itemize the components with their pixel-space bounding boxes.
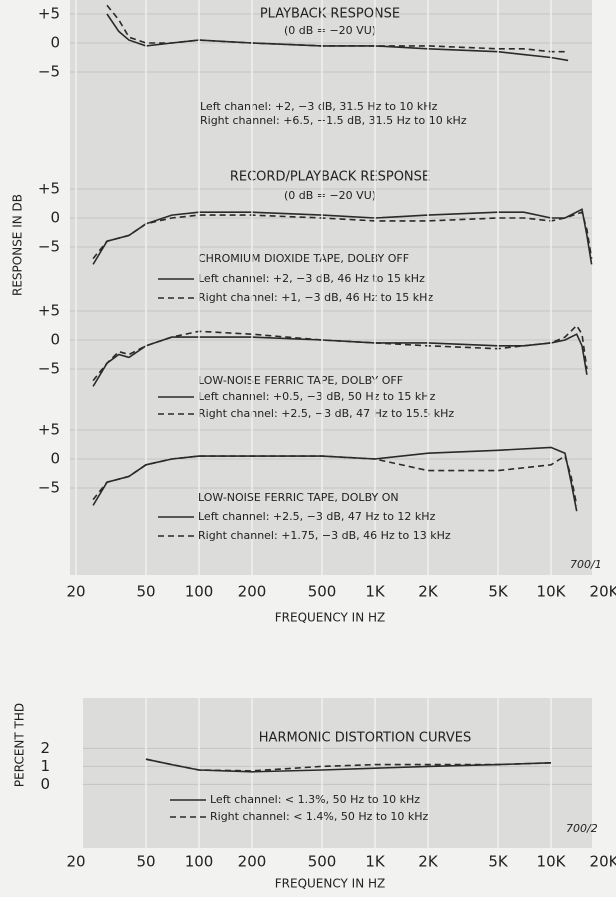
- x-tick-label: 20: [66, 853, 85, 871]
- x-tick-label: 500: [308, 583, 337, 601]
- panel-subtitle: (0 dB = −20 VU): [284, 24, 376, 37]
- annotation: 700/1: [570, 558, 602, 571]
- data-line: [106, 4, 569, 53]
- x-tick-label: 500: [308, 853, 337, 871]
- x-tick-label: 10K: [537, 583, 567, 601]
- x-tick-label: 200: [238, 583, 267, 601]
- legend-entry: Right channel: +1.75, −3 dB, 46 Hz to 13…: [198, 529, 451, 542]
- y-tick-label: −5: [38, 360, 60, 378]
- panel-title: RECORD/PLAYBACK RESPONSE: [230, 170, 430, 185]
- legend-title: LOW-NOISE FERRIC TAPE, DOLBY OFF: [198, 374, 403, 387]
- y-tick-label: 2: [40, 739, 50, 757]
- y-tick-label: 0: [50, 34, 60, 52]
- x-tick-label: 200: [238, 853, 267, 871]
- plot-background: [70, 0, 592, 575]
- y-axis-label: RESPONSE IN DB: [11, 194, 25, 296]
- x-axis-label: FREQUENCY IN HZ: [275, 611, 386, 625]
- legend-entry: Right channel: +6.5, −1.5 dB, 31.5 Hz to…: [200, 114, 467, 127]
- x-tick-label: 2K: [418, 853, 439, 871]
- y-tick-label: 1: [40, 757, 50, 775]
- y-tick-label: 0: [50, 209, 60, 227]
- x-tick-label: 1K: [365, 853, 386, 871]
- legend-title: CHROMIUM DIOXIDE TAPE, DOLBY OFF: [198, 252, 409, 265]
- y-tick-label: +5: [38, 302, 60, 320]
- y-tick-label: −5: [38, 63, 60, 81]
- panel-title: HARMONIC DISTORTION CURVES: [259, 731, 471, 746]
- x-tick-label: 100: [185, 583, 214, 601]
- y-tick-label: 0: [50, 450, 60, 468]
- x-tick-label: 2K: [418, 583, 439, 601]
- y-tick-label: +5: [38, 5, 60, 23]
- panel-title: PLAYBACK RESPONSE: [260, 7, 400, 22]
- y-tick-label: +5: [38, 180, 60, 198]
- annotation: 700/2: [566, 822, 598, 835]
- data-line: [106, 13, 569, 62]
- y-tick-label: 0: [50, 331, 60, 349]
- legend-entry: Right channel: +2.5, −3 dB, 47 Hz to 15.…: [198, 407, 454, 420]
- x-tick-label: 5K: [488, 583, 509, 601]
- x-tick-label: 50: [136, 853, 155, 871]
- x-tick-label: 5K: [488, 853, 509, 871]
- legend-title: LOW-NOISE FERRIC TAPE, DOLBY ON: [198, 491, 399, 504]
- x-tick-label: 10K: [537, 853, 567, 871]
- legend-entry: Left channel: +2, −3 dB, 31.5 Hz to 10 k…: [200, 100, 438, 113]
- y-tick-label: +5: [38, 421, 60, 439]
- panel-subtitle: (0 dB = −20 VU): [284, 189, 376, 202]
- x-tick-label: 20: [66, 583, 85, 601]
- legend-entry: Right channel: +1, −3 dB, 46 Hz to 15 kH…: [198, 291, 433, 304]
- y-axis-label: PERCENT THD: [13, 703, 27, 787]
- x-tick-label: 1K: [365, 583, 386, 601]
- x-axis-label: FREQUENCY IN HZ: [275, 877, 386, 891]
- data-line: [92, 454, 578, 506]
- x-tick-label: 100: [185, 853, 214, 871]
- plot-background: [83, 698, 592, 848]
- legend-entry: Left channel: +0.5, −3 dB, 50 Hz to 15 k…: [198, 390, 436, 403]
- y-tick-label: −5: [38, 238, 60, 256]
- data-line: [92, 324, 588, 382]
- legend-entry: Left channel: +2, −3 dB, 46 Hz to 15 kHz: [198, 272, 425, 285]
- x-tick-label: 50: [136, 583, 155, 601]
- data-line: [145, 758, 552, 772]
- y-tick-label: −5: [38, 479, 60, 497]
- legend-entry: Left channel: < 1.3%, 50 Hz to 10 kHz: [210, 793, 420, 806]
- legend-entry: Right channel: < 1.4%, 50 Hz to 10 kHz: [210, 810, 429, 823]
- legend-entry: Left channel: +2.5, −3 dB, 47 Hz to 12 k…: [198, 510, 436, 523]
- y-tick-label: 0: [40, 775, 50, 793]
- x-tick-label: 20K: [590, 853, 616, 871]
- x-tick-label: 20K: [590, 583, 616, 601]
